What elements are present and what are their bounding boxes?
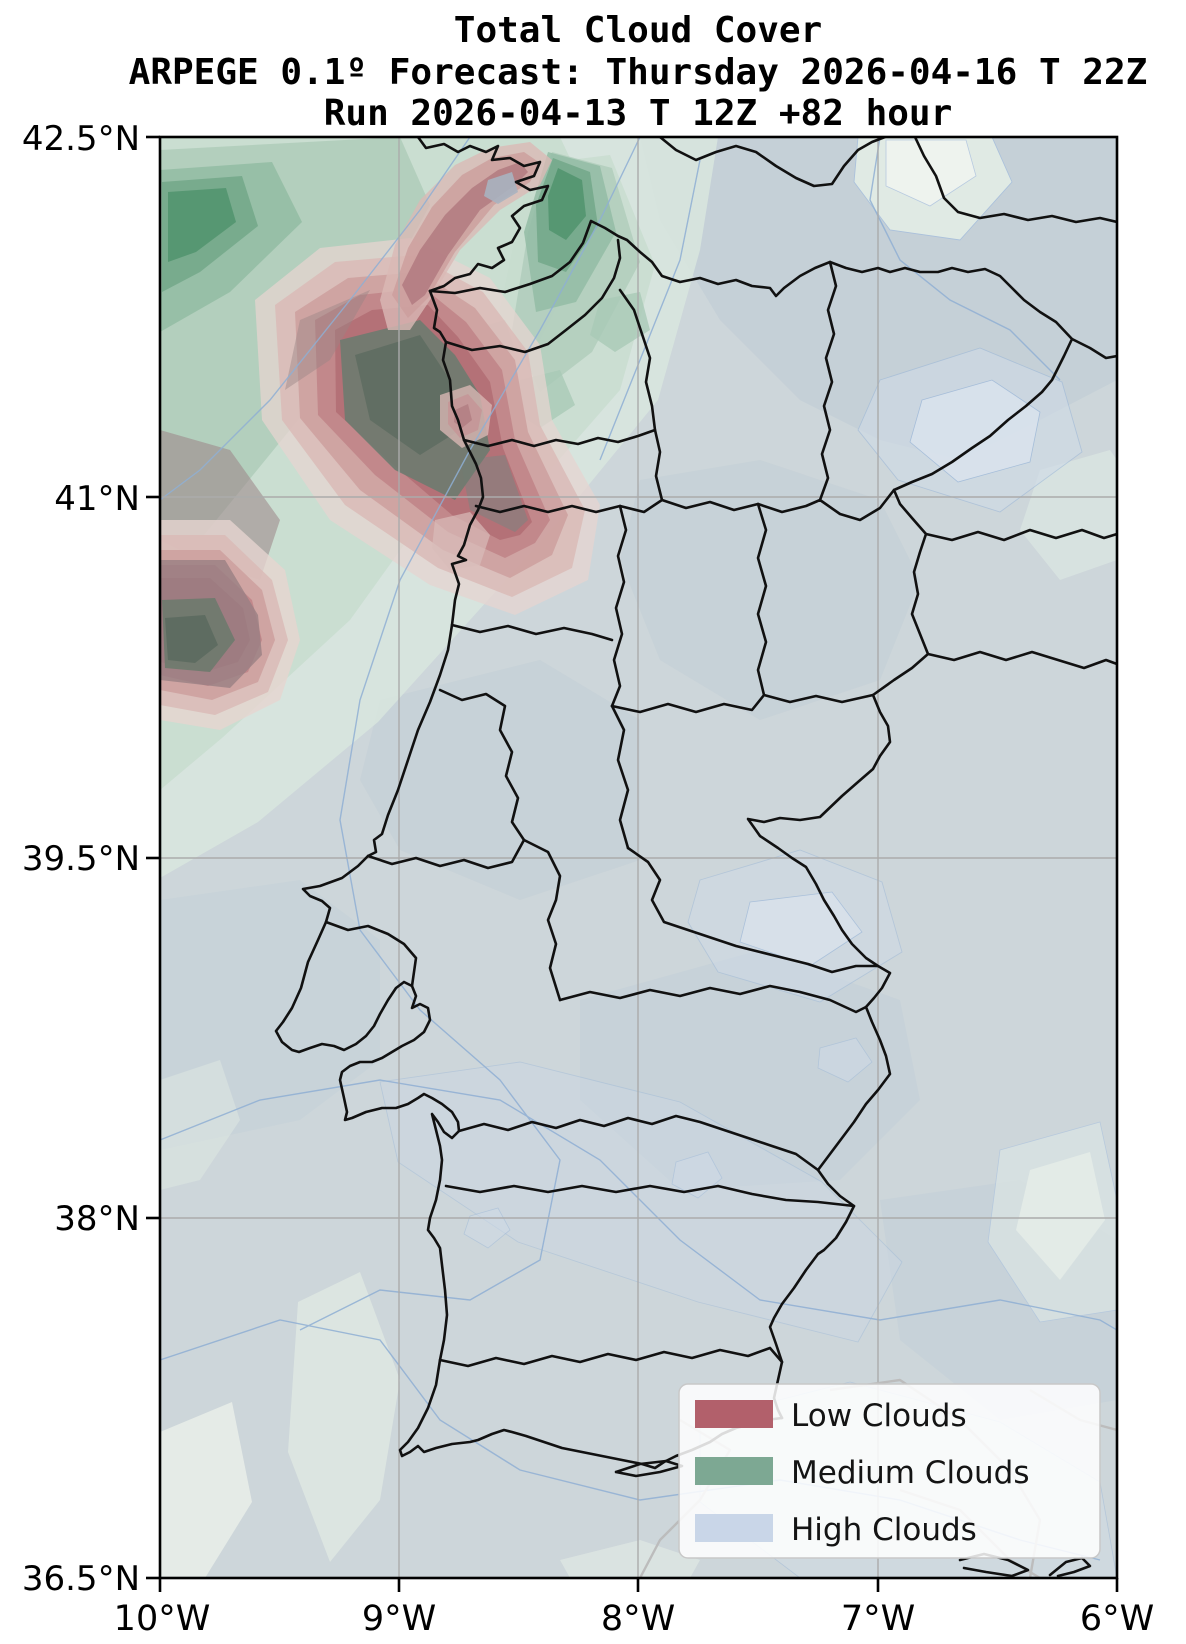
forecast-subtitle: ARPEGE 0.1º Forecast: Thursday 2026-04-1… — [129, 52, 1148, 93]
district-boundary — [438, 1346, 784, 1368]
spain-south-coast — [1048, 1556, 1092, 1578]
high-cloud-polygon — [909, 379, 1041, 483]
spain-boundary — [924, 528, 1117, 542]
spain-boundary — [926, 650, 1117, 670]
y-tick-label-41n: 41°N — [54, 479, 140, 519]
mint-patch — [1020, 450, 1117, 580]
legend-label-low-clouds: Low Clouds — [791, 1398, 967, 1434]
contour-line — [299, 137, 641, 1331]
red-contour — [484, 172, 518, 204]
legend-box — [678, 1383, 1101, 1559]
tint-patch — [360, 660, 640, 900]
district-boundary — [610, 504, 628, 708]
title-block: Total Cloud Cover ARPEGE 0.1º Forecast: … — [129, 10, 1148, 134]
legend-label-medium-clouds: Medium Clouds — [791, 1455, 1030, 1491]
district-boundary — [444, 238, 622, 354]
mint-patch — [160, 1402, 252, 1578]
x-tick-label-10w: 10°W — [114, 1599, 211, 1639]
green-contour — [548, 168, 586, 240]
mint-patch — [160, 1060, 240, 1190]
district-boundary — [457, 1114, 820, 1172]
plot-area: Low Clouds Medium Clouds High Clouds — [160, 137, 1117, 1578]
dark-overlap-core — [355, 335, 460, 455]
district-boundary — [474, 488, 896, 522]
y-tick-label-36-5n: 36.5°N — [22, 1559, 140, 1599]
red-contour — [285, 290, 370, 390]
x-axis-ticks — [158, 1578, 1119, 1592]
contour-line — [869, 137, 1061, 381]
high-cloud-polygon — [817, 1037, 873, 1083]
district-boundary — [558, 984, 868, 1014]
district-boundary — [818, 260, 838, 502]
district-boundary — [462, 428, 657, 448]
portugal-spain-border — [428, 219, 1074, 1420]
district-boundary — [450, 623, 614, 642]
contour-line — [160, 137, 471, 501]
tint-patch — [620, 460, 920, 720]
district-boundary — [618, 288, 664, 502]
spain-boundary — [1070, 337, 1117, 360]
district-boundary — [438, 688, 526, 842]
district-boundary — [522, 838, 562, 1002]
mint-patch — [288, 1272, 400, 1562]
mint-patch — [560, 1540, 700, 1578]
district-boundary — [610, 693, 875, 714]
high-cloud-polygon — [379, 1061, 903, 1343]
district-boundary — [626, 846, 880, 974]
y-axis: 42.5°N 41°N 39.5°N 38°N 36.5°N — [22, 119, 160, 1599]
contour-line — [599, 159, 701, 461]
y-tick-label-38n: 38°N — [54, 1199, 140, 1239]
legend-swatch-low-clouds — [695, 1400, 773, 1428]
spain-boundary — [658, 137, 887, 188]
spain-boundary — [913, 137, 1117, 224]
x-tick-label-7w: 7°W — [841, 1599, 915, 1639]
y-tick-label-42-5n: 42.5°N — [22, 119, 140, 159]
graticule — [160, 137, 1117, 1578]
red-contour — [432, 512, 490, 570]
legend-label-high-clouds: High Clouds — [791, 1512, 977, 1548]
legend-swatch-high-clouds — [695, 1514, 773, 1542]
tint-patch — [580, 950, 920, 1190]
x-axis: 10°W 9°W 8°W 7°W 6°W — [114, 1578, 1154, 1639]
contour-line — [160, 1079, 1117, 1331]
low-cloud-contours — [160, 142, 600, 730]
mint-patch — [885, 139, 977, 207]
green-contour — [590, 292, 650, 352]
district-boundary — [444, 1184, 856, 1208]
light-cloud-patches — [160, 137, 1117, 1578]
galicia-coastline — [416, 137, 550, 293]
y-tick-label-39-5n: 39.5°N — [22, 839, 140, 879]
y-axis-ticks — [146, 135, 160, 1580]
portugal-coastline — [274, 289, 784, 1470]
run-subtitle: Run 2026-04-13 T 12Z +82 hour — [324, 93, 953, 134]
page-title: Total Cloud Cover — [454, 10, 822, 51]
legend-swatch-medium-clouds — [695, 1457, 773, 1485]
black-boundaries — [274, 137, 1117, 1578]
district-boundary — [324, 920, 418, 988]
green-contour — [168, 188, 236, 262]
district-boundary — [756, 502, 768, 697]
x-tick-label-9w: 9°W — [362, 1599, 436, 1639]
district-boundary — [610, 704, 630, 850]
x-tick-label-6w: 6°W — [1080, 1599, 1154, 1639]
mint-patch — [1016, 1152, 1105, 1280]
legend: Low Clouds Medium Clouds High Clouds — [678, 1383, 1101, 1559]
district-boundary — [366, 838, 526, 870]
dark-overlap-core — [165, 615, 218, 663]
x-tick-label-8w: 8°W — [601, 1599, 675, 1639]
